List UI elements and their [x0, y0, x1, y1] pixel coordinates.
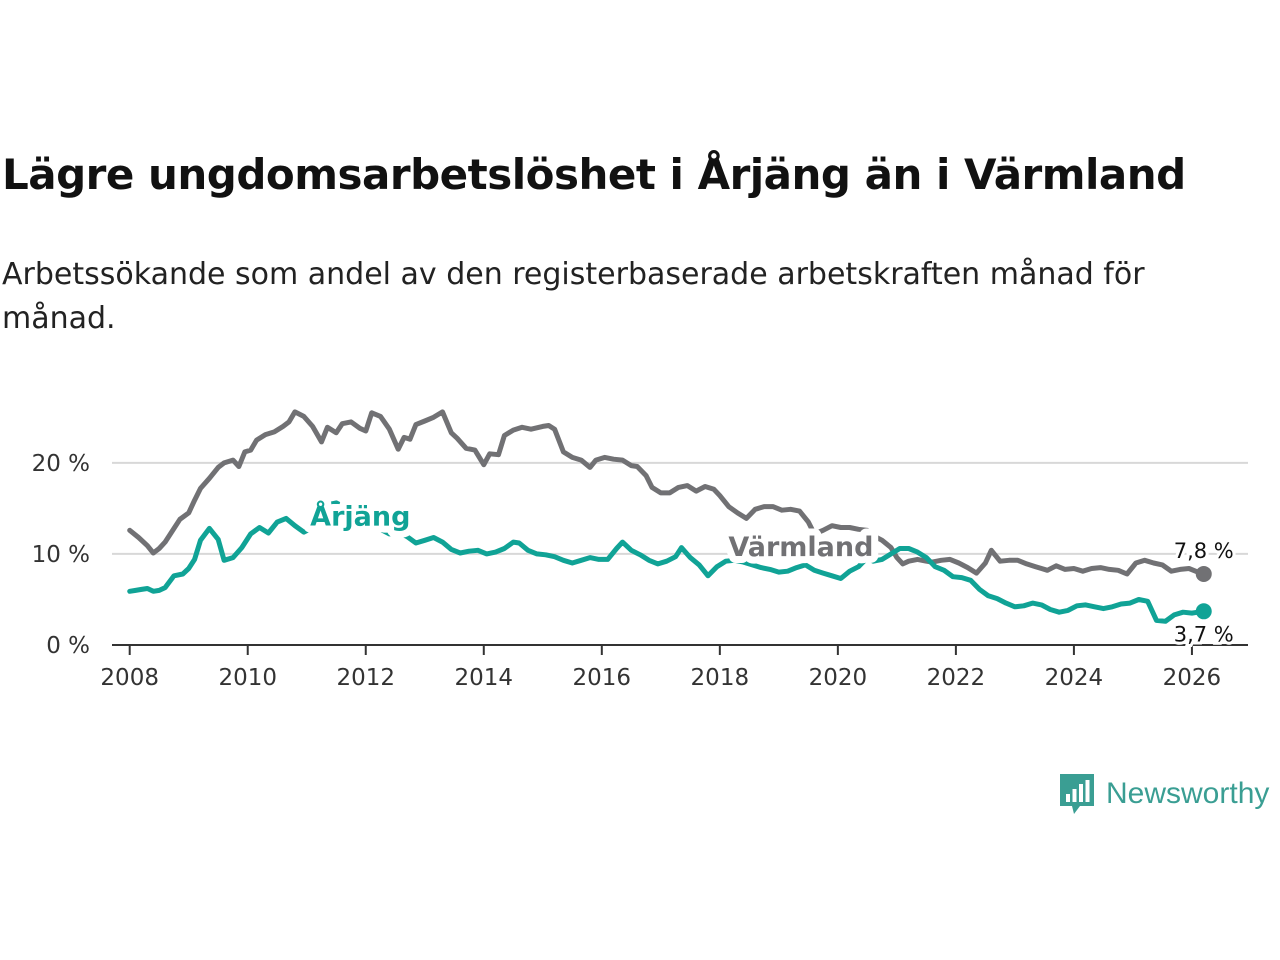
x-tick-label: 2020	[809, 665, 868, 691]
y-tick-label: 0 %	[46, 633, 90, 659]
chart-title: Lägre ungdomsarbetslöshet i Årjäng än i …	[2, 150, 1186, 199]
series-line-arjang	[127, 500, 1207, 624]
x-tick-label: 2018	[691, 665, 750, 691]
end-point-arjang	[1195, 603, 1212, 620]
series-line-varmland	[127, 409, 1207, 577]
end-label-varmland: 7,8 %	[1174, 539, 1234, 563]
x-tick-label: 2012	[336, 665, 395, 691]
y-tick-label: 10 %	[32, 542, 90, 568]
line-chart: 0 % 10 % 20 % 2008 2010 2012 2014 2016 2018 2020 2…	[32, 409, 1248, 691]
end-point-varmland	[1195, 565, 1212, 582]
y-tick-label: 20 %	[32, 451, 90, 477]
x-tick-label: 2014	[455, 665, 514, 691]
x-tick-label: 2022	[927, 665, 986, 691]
x-tick-label: 2016	[573, 665, 632, 691]
newsworthy-logo[interactable]: Newsworthy	[1058, 772, 1269, 816]
x-tick-label: 2024	[1045, 665, 1104, 691]
series-label-arjang: Årjäng	[310, 501, 410, 533]
x-tick-label: 2008	[100, 665, 159, 691]
series-label-varmland: Värmland	[728, 532, 873, 563]
x-tick-label: 2026	[1163, 665, 1222, 691]
bar-chart-speech-bubble-icon	[1060, 774, 1094, 814]
brand-name: Newsworthy	[1106, 777, 1270, 810]
end-label-arjang: 3,7 %	[1174, 622, 1234, 646]
x-tick-label: 2010	[218, 665, 277, 691]
chart-subtitle: Arbetssökande som andel av den registerb…	[2, 257, 1145, 336]
